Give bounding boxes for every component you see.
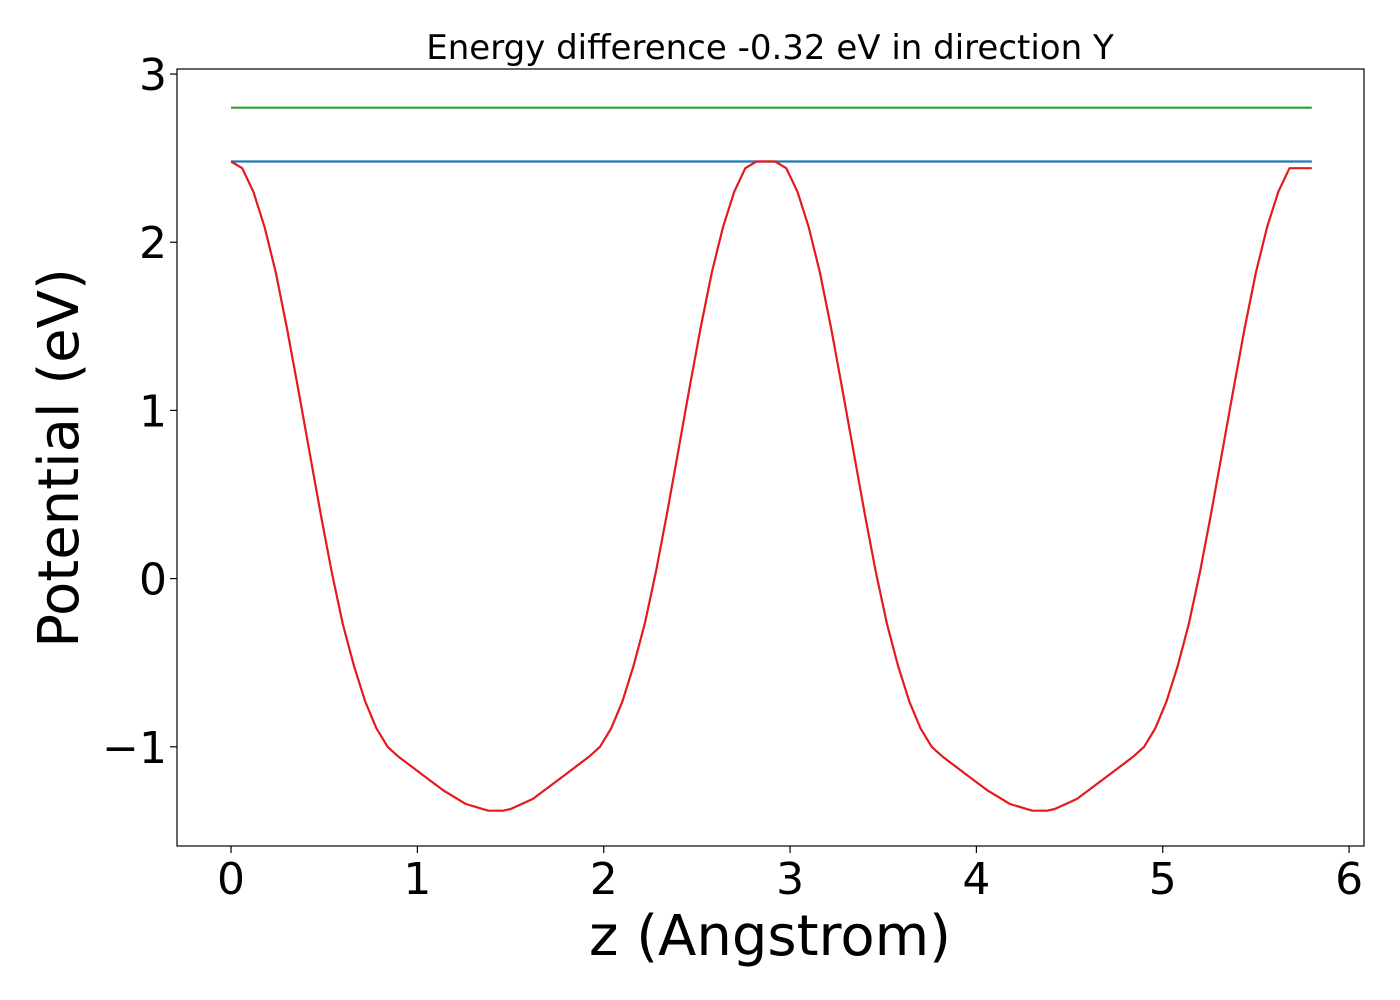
plot-area [230,106,1312,812]
y-axis-ticks: −1 0 1 2 3 [102,50,177,774]
y-tick-label: 1 [139,386,167,437]
x-tick-label: 1 [403,854,431,905]
x-tick-label: 4 [962,854,990,905]
x-tick-label: 2 [590,854,618,905]
y-tick-label: 3 [139,50,167,101]
x-tick-label: 0 [217,854,245,905]
y-tick-label: 0 [139,555,167,606]
chart-title: Energy difference -0.32 eV in direction … [426,28,1114,68]
x-axis-label: z (Angstrom) [589,904,951,969]
x-tick-label: 5 [1149,854,1177,905]
y-axis-label: Potential (eV) [27,268,92,648]
axes-frame [176,68,1365,847]
x-tick-label: 3 [776,854,804,905]
series-line-2 [230,160,1312,812]
x-tick-label: 6 [1335,854,1363,905]
y-tick-label: 2 [139,218,167,269]
x-axis-ticks: 0 1 2 3 4 5 6 [217,846,1363,905]
y-tick-label: −1 [102,723,167,774]
